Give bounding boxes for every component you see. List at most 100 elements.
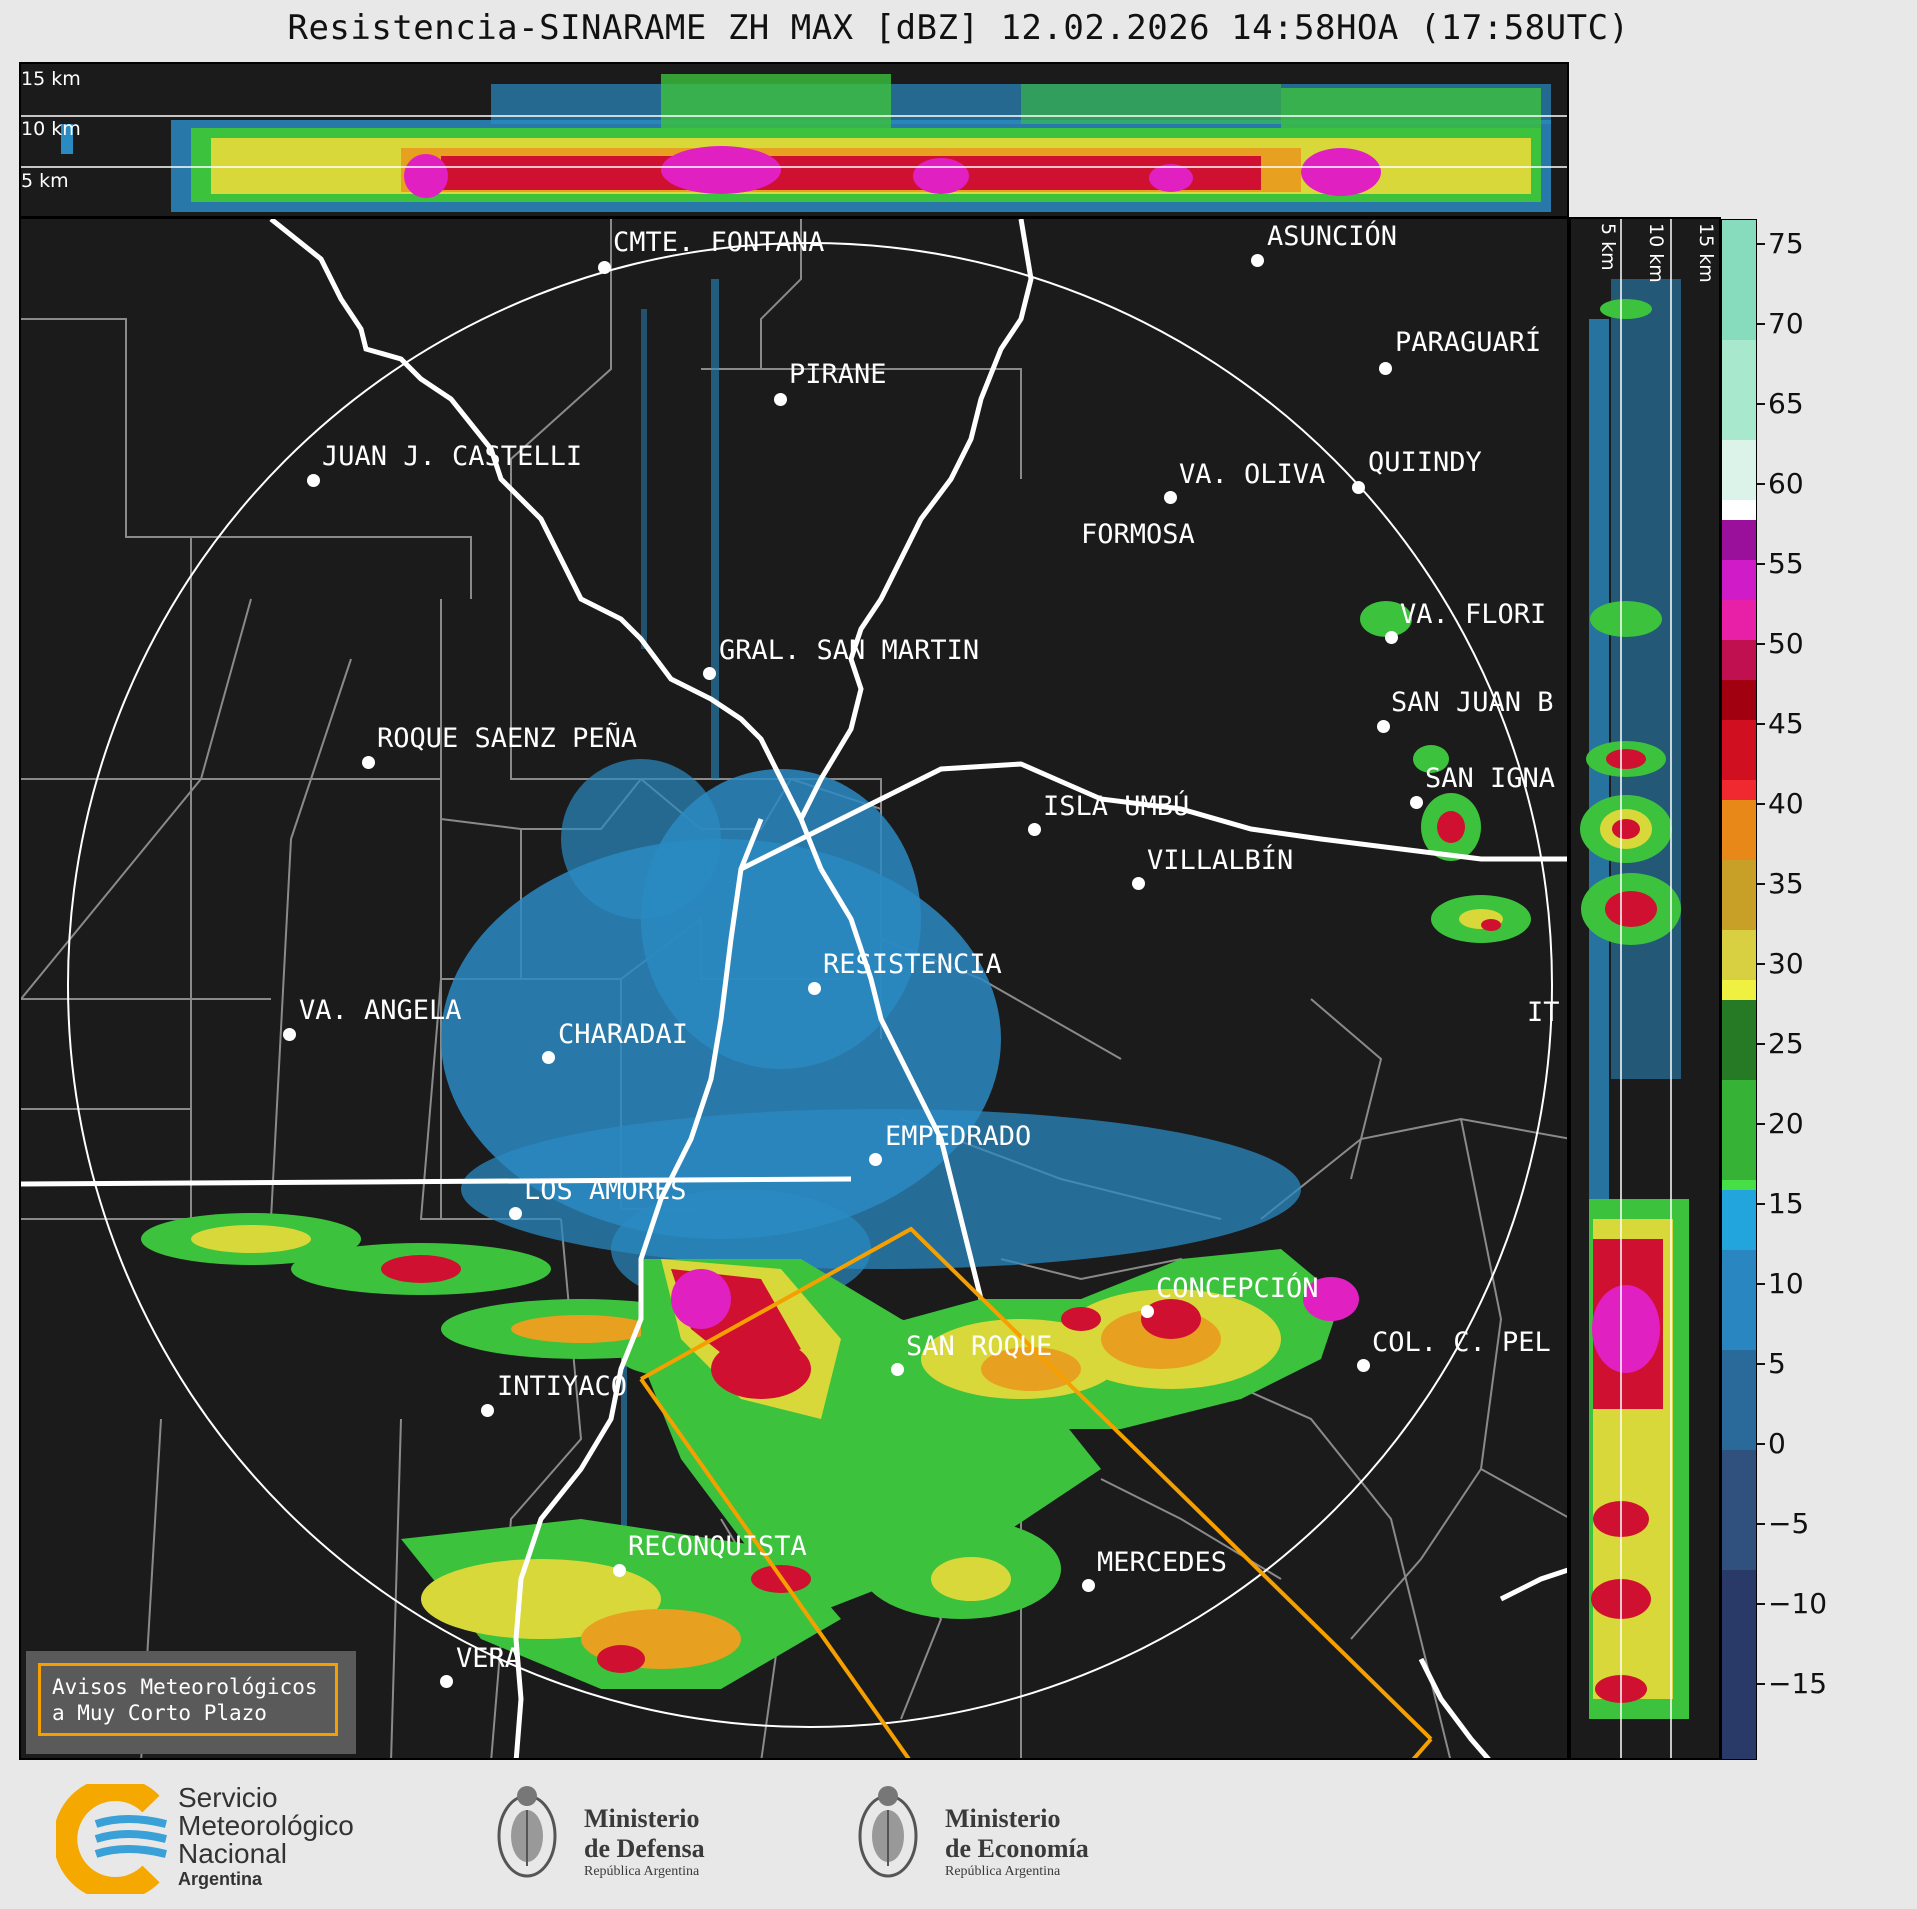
top-alt-label-5km: 5 km (21, 170, 69, 192)
warning-polygon (639, 1226, 1433, 1758)
city-label: VA. ANGELA (299, 995, 462, 1026)
colorbar-tick-label: 55 (1768, 547, 1804, 580)
radar-echo-storms-east (1360, 601, 1531, 943)
city-label: ISLA UMBÚ (1043, 791, 1190, 822)
city-dot (869, 1153, 882, 1166)
city-label: SAN ROQUE (906, 1331, 1053, 1362)
radar-map-panel[interactable]: CMTE. FONTANA ASUNCIÓN PARAGUARÍ PIRANE … (19, 217, 1569, 1760)
defensa-line-2: de Defensa (584, 1834, 705, 1863)
city-dot (307, 474, 320, 487)
colorbar-tick-label: 40 (1768, 787, 1804, 820)
colorbar-tick-label: 10 (1768, 1267, 1804, 1300)
footer-logos: Servicio Meteorológico Nacional Argentin… (0, 1760, 1917, 1909)
top-cross-section-svg (21, 74, 1567, 212)
city-label: CMTE. FONTANA (613, 227, 825, 258)
warning-line-1: Avisos Meteorológicos (52, 1675, 318, 1699)
city-dot (1132, 877, 1145, 890)
warning-link[interactable]: Avisos Meteorológicos a Muy Corto Plazo (38, 1663, 338, 1736)
city-label: EMPEDRADO (885, 1121, 1032, 1152)
smn-line-2: Meteorológico (178, 1810, 354, 1841)
colorbar-tick-label: 20 (1768, 1107, 1804, 1140)
city-dot (1377, 720, 1390, 733)
city-label: SAN IGNA (1425, 763, 1556, 794)
defensa-seal-icon (497, 1786, 557, 1878)
colorbar-tick (1757, 803, 1765, 805)
city-dot (613, 1564, 626, 1577)
city-label: PIRANE (789, 359, 887, 390)
city-dot (1410, 796, 1423, 809)
colorbar-tick (1757, 1443, 1765, 1445)
colorbar-tick-label: 60 (1768, 467, 1804, 500)
colorbar-svg (1722, 220, 1756, 1759)
colorbar-tick-label: 25 (1768, 1027, 1804, 1060)
smn-logo-text: Servicio Meteorológico Nacional Argentin… (178, 1784, 354, 1890)
city-label: FORMOSA (1081, 519, 1195, 550)
warning-line-2: a Muy Corto Plazo (52, 1701, 267, 1725)
city-label: CONCEPCIÓN (1156, 1273, 1319, 1304)
city-label: LOS AMORES (524, 1175, 687, 1206)
economia-seal-icon (858, 1786, 918, 1878)
colorbar-tick-label: 5 (1768, 1347, 1786, 1380)
colorbar-tick (1757, 1683, 1765, 1685)
city-label: INTIYACO (497, 1371, 628, 1402)
reflectivity-colorbar (1721, 219, 1757, 1760)
city-dot (283, 1028, 296, 1041)
city-label-radar: RESISTENCIA (823, 949, 1002, 980)
colorbar-tick (1757, 1123, 1765, 1125)
smn-line-3: Nacional (178, 1838, 287, 1869)
colorbar-tick (1757, 1203, 1765, 1205)
colorbar-tick-label: −10 (1768, 1587, 1828, 1620)
colorbar-tick-label: 65 (1768, 387, 1804, 420)
city-label: PARAGUARÍ (1395, 327, 1542, 358)
city-dot (509, 1207, 522, 1220)
radar-range-ring (67, 242, 1553, 1728)
colorbar-tick (1757, 643, 1765, 645)
city-dot (1385, 631, 1398, 644)
city-label: MERCEDES (1097, 1547, 1228, 1578)
city-dot (1082, 1579, 1095, 1592)
colorbar-tick (1757, 563, 1765, 565)
smn-logo-icon (56, 1784, 167, 1894)
city-dot (1379, 362, 1392, 375)
side-alt-label-10km: 10 km (1645, 223, 1667, 283)
city-label: COL. C. PEL (1372, 1327, 1551, 1358)
colorbar-tick (1757, 1523, 1765, 1525)
city-label: SAN JUAN B (1391, 687, 1554, 718)
city-dot (891, 1363, 904, 1376)
colorbar-tick-label: 35 (1768, 867, 1804, 900)
defensa-line-1: Ministerio (584, 1804, 700, 1833)
city-label: CHARADAI (558, 1019, 689, 1050)
city-label: ROQUE SAENZ PEÑA (377, 723, 638, 754)
city-dot (542, 1051, 555, 1064)
city-label: VA. OLIVA (1179, 459, 1326, 490)
city-dot (774, 393, 787, 406)
province-boundary (21, 1176, 852, 1187)
colorbar-tick (1757, 723, 1765, 725)
colorbar-tick (1757, 1283, 1765, 1285)
city-label: JUAN J. CASTELLI (322, 441, 583, 472)
colorbar-tick (1757, 483, 1765, 485)
economia-line-3: República Argentina (945, 1864, 1061, 1879)
city-dot (362, 756, 375, 769)
city-dot (1251, 254, 1264, 267)
warning-link-box[interactable]: Avisos Meteorológicos a Muy Corto Plazo (26, 1651, 356, 1754)
side-cross-section-panel: 5 km 10 km 15 km (1569, 217, 1721, 1760)
side-echo-band (1580, 239, 1701, 1739)
economia-logo-text: Ministerio de Economía República Argenti… (945, 1804, 1089, 1880)
city-dot (440, 1675, 453, 1688)
city-label: RECONQUISTA (628, 1531, 807, 1562)
colorbar-tick-label: 45 (1768, 707, 1804, 740)
colorbar-tick-label: 30 (1768, 947, 1804, 980)
city-label: ASUNCIÓN (1267, 221, 1398, 252)
economia-line-2: de Economía (945, 1834, 1089, 1863)
colorbar-tick-label: 15 (1768, 1187, 1804, 1220)
chart-title: Resistencia-SINARAME ZH MAX [dBZ] 12.02.… (287, 8, 1630, 48)
defensa-line-3: República Argentina (584, 1864, 700, 1879)
smn-line-1: Servicio (178, 1782, 278, 1813)
radar-echo-clutter (441, 279, 1301, 1539)
side-cross-section-svg (1580, 219, 1701, 1758)
side-alt-label-15km: 15 km (1695, 223, 1717, 283)
city-dot (1352, 481, 1365, 494)
city-dot (1164, 491, 1177, 504)
colorbar-tick (1757, 1043, 1765, 1045)
